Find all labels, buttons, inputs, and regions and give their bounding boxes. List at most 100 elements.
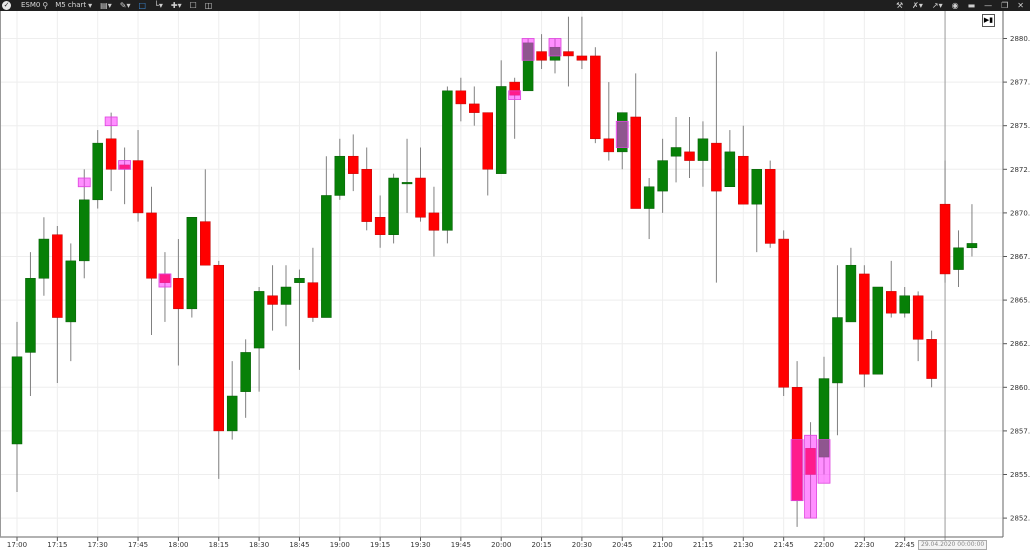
tools-icon[interactable]: ⚒ xyxy=(895,1,904,10)
time-axis[interactable]: 17:00 17:15 17:30 17:45 18:00 18:15 18:30 18:45… xyxy=(0,11,1003,549)
candle xyxy=(886,260,897,318)
y-tick-label: 2875.00 xyxy=(1010,122,1030,130)
candle-body xyxy=(428,212,440,231)
toolbar: ✓ ESM0 ⚲ M5 chart ▾ ▤▾ ✎▾ □ └▾ ✚▾ ☐ ◫ ⚒ … xyxy=(0,0,1030,11)
candle xyxy=(25,252,36,397)
candle-body xyxy=(146,212,157,279)
candle xyxy=(859,265,870,388)
y-tick-label: 2867.50 xyxy=(1010,253,1030,261)
x-tick-label: 21:15 xyxy=(693,541,713,549)
candle-body xyxy=(65,260,77,323)
candle xyxy=(778,230,789,397)
link-icon[interactable]: ↗▾ xyxy=(931,1,943,10)
candle-body xyxy=(859,273,870,375)
candle xyxy=(643,178,655,240)
candle-body xyxy=(536,51,547,61)
y-tick-label: 2880.00 xyxy=(1010,35,1030,43)
candle-body xyxy=(321,195,332,318)
candle xyxy=(469,86,480,126)
candle xyxy=(630,73,641,209)
candle xyxy=(415,147,426,222)
candle-body xyxy=(186,217,198,310)
candle-body xyxy=(442,90,453,231)
candle xyxy=(899,287,910,318)
x-tick-label: 19:30 xyxy=(410,541,430,549)
candle-body xyxy=(334,155,346,196)
scroll-to-end-button[interactable]: ▶▮ xyxy=(982,14,995,27)
candle-body xyxy=(697,138,709,161)
pencil-icon[interactable]: ✎▾ xyxy=(119,1,131,10)
candle xyxy=(388,173,399,244)
candle-body xyxy=(657,160,668,192)
timeframe-selector[interactable]: M5 chart xyxy=(55,1,87,9)
x-tick-label: 22:30 xyxy=(854,541,874,549)
camera-icon[interactable]: ◉ xyxy=(951,1,959,10)
price-axis[interactable]: 2852.50 2855.00 2857.50 2860.00 2862.50 2865.… xyxy=(1002,11,1030,537)
x-tick-label: 18:15 xyxy=(209,541,229,549)
indicators-icon[interactable]: └▾ xyxy=(154,1,163,10)
candle xyxy=(334,138,346,200)
candle-body xyxy=(953,247,964,270)
crosshair-icon[interactable]: ✚▾ xyxy=(170,1,182,10)
x-tick-label: 20:30 xyxy=(572,541,592,549)
candle xyxy=(684,116,695,179)
x-tick-label: 19:00 xyxy=(330,541,350,549)
candle xyxy=(146,186,157,335)
y-tick-label: 2855.00 xyxy=(1010,471,1030,479)
candle-body xyxy=(267,295,278,305)
candle-body xyxy=(966,243,978,249)
candle xyxy=(307,247,319,322)
x-tick-label: 18:00 xyxy=(168,541,188,549)
chart-type-icon[interactable]: □ xyxy=(138,1,147,10)
candle xyxy=(455,77,467,122)
candle xyxy=(670,116,682,183)
panels-icon[interactable]: ◫ xyxy=(204,1,213,10)
candle xyxy=(442,86,453,244)
candle-body xyxy=(872,286,884,375)
candle-body xyxy=(388,177,399,235)
candle-body xyxy=(630,116,641,209)
minimize-icon[interactable]: — xyxy=(984,1,993,10)
candle xyxy=(348,134,359,192)
cluster-marker xyxy=(804,434,817,519)
cluster-marker xyxy=(508,90,522,100)
candle xyxy=(119,147,130,205)
search-icon[interactable]: ⚲ xyxy=(42,1,49,10)
square-icon[interactable]: ☐ xyxy=(189,1,197,10)
y-tick-label: 2870.00 xyxy=(1010,209,1030,217)
magnet-icon[interactable]: ✗▾ xyxy=(912,1,923,10)
candle-body xyxy=(899,295,910,314)
monitor-icon[interactable]: ▤▾ xyxy=(100,1,112,10)
chevron-down-icon[interactable]: ▾ xyxy=(88,1,93,10)
pin-icon[interactable]: ▬ xyxy=(967,1,976,10)
candle xyxy=(738,125,749,205)
cluster-marker xyxy=(790,439,804,502)
candle xyxy=(912,291,924,362)
candle-body xyxy=(348,155,359,174)
close-icon[interactable]: ✕ xyxy=(1017,1,1024,10)
cluster-marker xyxy=(548,38,562,57)
candle xyxy=(536,34,547,70)
candle-body xyxy=(240,352,251,392)
y-tick-label: 2852.50 xyxy=(1010,515,1030,523)
candle-body xyxy=(845,264,857,323)
x-tick-label: 19:15 xyxy=(370,541,390,549)
candle xyxy=(280,265,292,327)
symbol-selector[interactable]: ESM0 xyxy=(21,1,41,9)
y-tick-label: 2872.50 xyxy=(1010,166,1030,174)
candlestick-chart[interactable]: 2852.50 2855.00 2857.50 2860.00 2862.50 2865.… xyxy=(0,11,1030,550)
cluster-marker xyxy=(521,38,535,61)
candle xyxy=(92,130,103,209)
candle-body xyxy=(455,90,467,105)
x-tick-label: 19:45 xyxy=(451,541,471,549)
restore-icon[interactable]: ❐ xyxy=(1001,1,1009,10)
candle xyxy=(253,287,265,392)
candle xyxy=(11,321,23,492)
y-tick-label: 2865.00 xyxy=(1010,297,1030,305)
candle xyxy=(361,147,372,231)
candle xyxy=(213,260,224,479)
x-tick-label: 17:45 xyxy=(128,541,148,549)
candle-body xyxy=(711,142,722,192)
candle xyxy=(832,265,843,436)
candle-body xyxy=(415,177,426,218)
